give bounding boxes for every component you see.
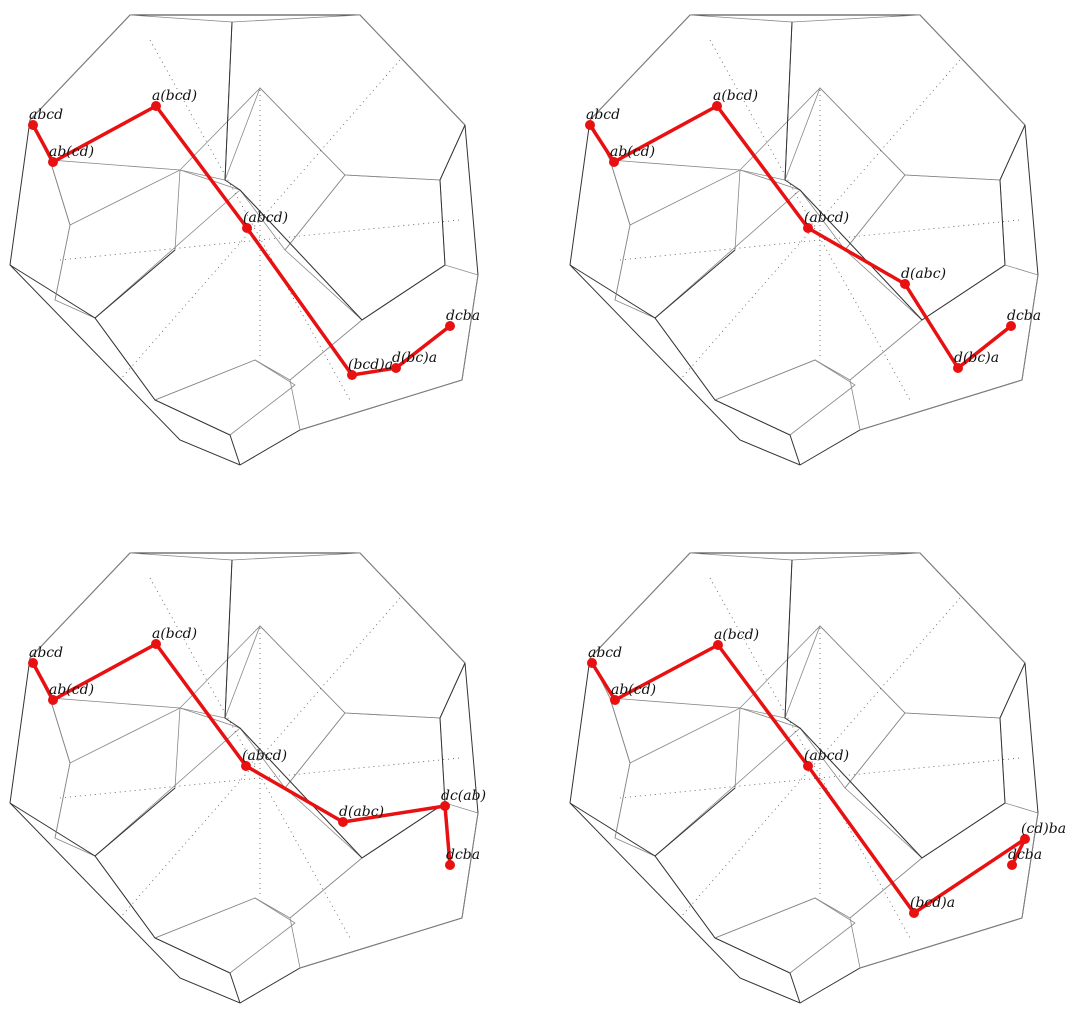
- vertex-label: (bcd)a: [348, 357, 393, 373]
- vertex-label: abcd: [586, 107, 620, 123]
- vertex-label: (abcd): [243, 210, 288, 226]
- path-vertex: [1020, 834, 1030, 844]
- path-vertex: [1006, 321, 1016, 331]
- vertex-label: a(bcd): [152, 88, 197, 104]
- vertex-label: abcd: [29, 645, 63, 661]
- path-vertex: [803, 761, 813, 771]
- path-vertex: [48, 695, 58, 705]
- path-vertex: [242, 223, 252, 233]
- vertex-label: ab(cd): [611, 682, 656, 698]
- vertex-label: (abcd): [804, 748, 849, 764]
- vertex-label: (abcd): [242, 748, 287, 764]
- panel: abcd ab(cd) a(bcd) (abcd) (bcd)a (cd)ba dcba: [587, 627, 1066, 918]
- path-vertex: [151, 639, 161, 649]
- path-vertex: [713, 640, 723, 650]
- path-vertex: [28, 120, 38, 130]
- path-vertex: [48, 157, 58, 167]
- path-vertex: [909, 908, 919, 918]
- path-vertex: [712, 101, 722, 111]
- vertex-label: dc(ab): [441, 788, 486, 804]
- path-vertex: [28, 658, 38, 668]
- path-vertex: [347, 370, 357, 380]
- path-vertex: [585, 120, 595, 130]
- panel: abcd ab(cd) a(bcd) (abcd) d(abc) dc(ab) dcba: [28, 626, 486, 870]
- path-vertex: [241, 761, 251, 771]
- vertex-label: a(bcd): [714, 627, 759, 643]
- vertex-label: dcba: [446, 847, 480, 863]
- vertex-label: (cd)ba: [1021, 821, 1066, 837]
- vertex-label: a(bcd): [713, 88, 758, 104]
- path-vertex: [151, 101, 161, 111]
- vertex-label: abcd: [588, 645, 622, 661]
- vertex-label: d(bc)a: [392, 350, 437, 366]
- vertex-label: dcba: [1008, 847, 1042, 863]
- panel: abcd ab(cd) a(bcd) (abcd) (bcd)ad(bc)a dcba: [28, 88, 480, 380]
- vertex-label: d(abc): [901, 266, 946, 282]
- path-vertex: [609, 157, 619, 167]
- vertex-label: d(bc)a: [954, 350, 999, 366]
- vertex-label: ab(cd): [49, 682, 94, 698]
- vertex-label: a(bcd): [152, 626, 197, 642]
- vertex-label: ab(cd): [610, 144, 655, 160]
- path-vertex: [440, 801, 450, 811]
- path-vertex: [953, 363, 963, 373]
- vertex-label: abcd: [29, 107, 63, 123]
- vertex-label: (bcd)a: [910, 895, 955, 911]
- vertex-label: d(abc): [339, 804, 384, 820]
- vertex-label: dcba: [1007, 308, 1041, 324]
- path-vertex: [338, 817, 348, 827]
- path-vertex: [445, 860, 455, 870]
- path-vertex: [900, 279, 910, 289]
- path-vertex: [445, 321, 455, 331]
- path-vertex: [391, 363, 401, 373]
- path-vertex: [803, 223, 813, 233]
- vertex-label: dcba: [446, 308, 480, 324]
- panel: abcd ab(cd) a(bcd) (abcd) d(abc) d(bc)a dcba: [585, 88, 1041, 373]
- path-vertex: [610, 695, 620, 705]
- vertex-label: (abcd): [804, 210, 849, 226]
- vertex-label: ab(cd): [49, 144, 94, 160]
- path-line: [31, 104, 452, 377]
- path-vertex: [587, 658, 597, 668]
- path-vertex: [1007, 860, 1017, 870]
- path-line: [590, 643, 1027, 915]
